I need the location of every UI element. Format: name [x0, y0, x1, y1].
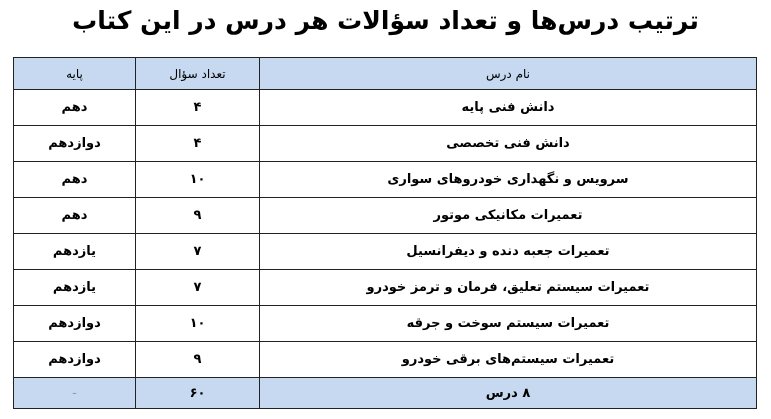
total-grade: - — [13, 377, 136, 409]
header-question-count: تعداد سؤال — [135, 57, 260, 90]
course-name-cell: دانش فنی تخصصی — [259, 125, 757, 162]
total-courses: ۸ درس — [259, 377, 757, 409]
grade-cell: دهم — [13, 161, 136, 198]
course-name-cell: تعمیرات مکانیکی موتور — [259, 197, 757, 234]
table-row: تعمیرات سیستم تعلیق، فرمان و ترمز خودرو ۷… — [13, 269, 757, 306]
course-name-cell: تعمیرات سیستم‌های برقی خودرو — [259, 341, 757, 378]
courses-table: نام درس تعداد سؤال پایه دانش فنی پایه ۴ ده… — [13, 57, 757, 409]
question-count-cell: ۴ — [135, 89, 260, 126]
table-footer-row: ۸ درس ۶۰ - — [13, 377, 757, 409]
header-grade: پایه — [13, 57, 136, 90]
question-count-cell: ۱۰ — [135, 161, 260, 198]
course-name-cell: تعمیرات سیستم سوخت و جرقه — [259, 305, 757, 342]
table-row: سرویس و نگهداری خودروهای سواری ۱۰ دهم — [13, 161, 757, 198]
total-questions: ۶۰ — [135, 377, 260, 409]
question-count-cell: ۷ — [135, 269, 260, 306]
table-row: تعمیرات سیستم‌های برقی خودرو ۹ دوازدهم — [13, 341, 757, 378]
header-course-name: نام درس — [259, 57, 757, 90]
table-row: تعمیرات جعبه دنده و دیفرانسیل ۷ یازدهم — [13, 233, 757, 270]
page-title: ترتیب درس‌ها و تعداد سؤالات هر درس در ای… — [72, 6, 699, 35]
table-row: تعمیرات مکانیکی موتور ۹ دهم — [13, 197, 757, 234]
grade-cell: یازدهم — [13, 269, 136, 306]
course-name-cell: دانش فنی پایه — [259, 89, 757, 126]
course-name-cell: تعمیرات سیستم تعلیق، فرمان و ترمز خودرو — [259, 269, 757, 306]
grade-cell: دهم — [13, 89, 136, 126]
grade-cell: دوازدهم — [13, 305, 136, 342]
question-count-cell: ۹ — [135, 197, 260, 234]
grade-cell: دهم — [13, 197, 136, 234]
question-count-cell: ۱۰ — [135, 305, 260, 342]
question-count-cell: ۷ — [135, 233, 260, 270]
table-header-row: نام درس تعداد سؤال پایه — [13, 57, 757, 90]
course-name-cell: سرویس و نگهداری خودروهای سواری — [259, 161, 757, 198]
grade-cell: دوازدهم — [13, 341, 136, 378]
table-row: دانش فنی پایه ۴ دهم — [13, 89, 757, 126]
course-name-cell: تعمیرات جعبه دنده و دیفرانسیل — [259, 233, 757, 270]
grade-cell: یازدهم — [13, 233, 136, 270]
question-count-cell: ۹ — [135, 341, 260, 378]
table-row: دانش فنی تخصصی ۴ دوازدهم — [13, 125, 757, 162]
question-count-cell: ۴ — [135, 125, 260, 162]
table-row: تعمیرات سیستم سوخت و جرقه ۱۰ دوازدهم — [13, 305, 757, 342]
grade-cell: دوازدهم — [13, 125, 136, 162]
